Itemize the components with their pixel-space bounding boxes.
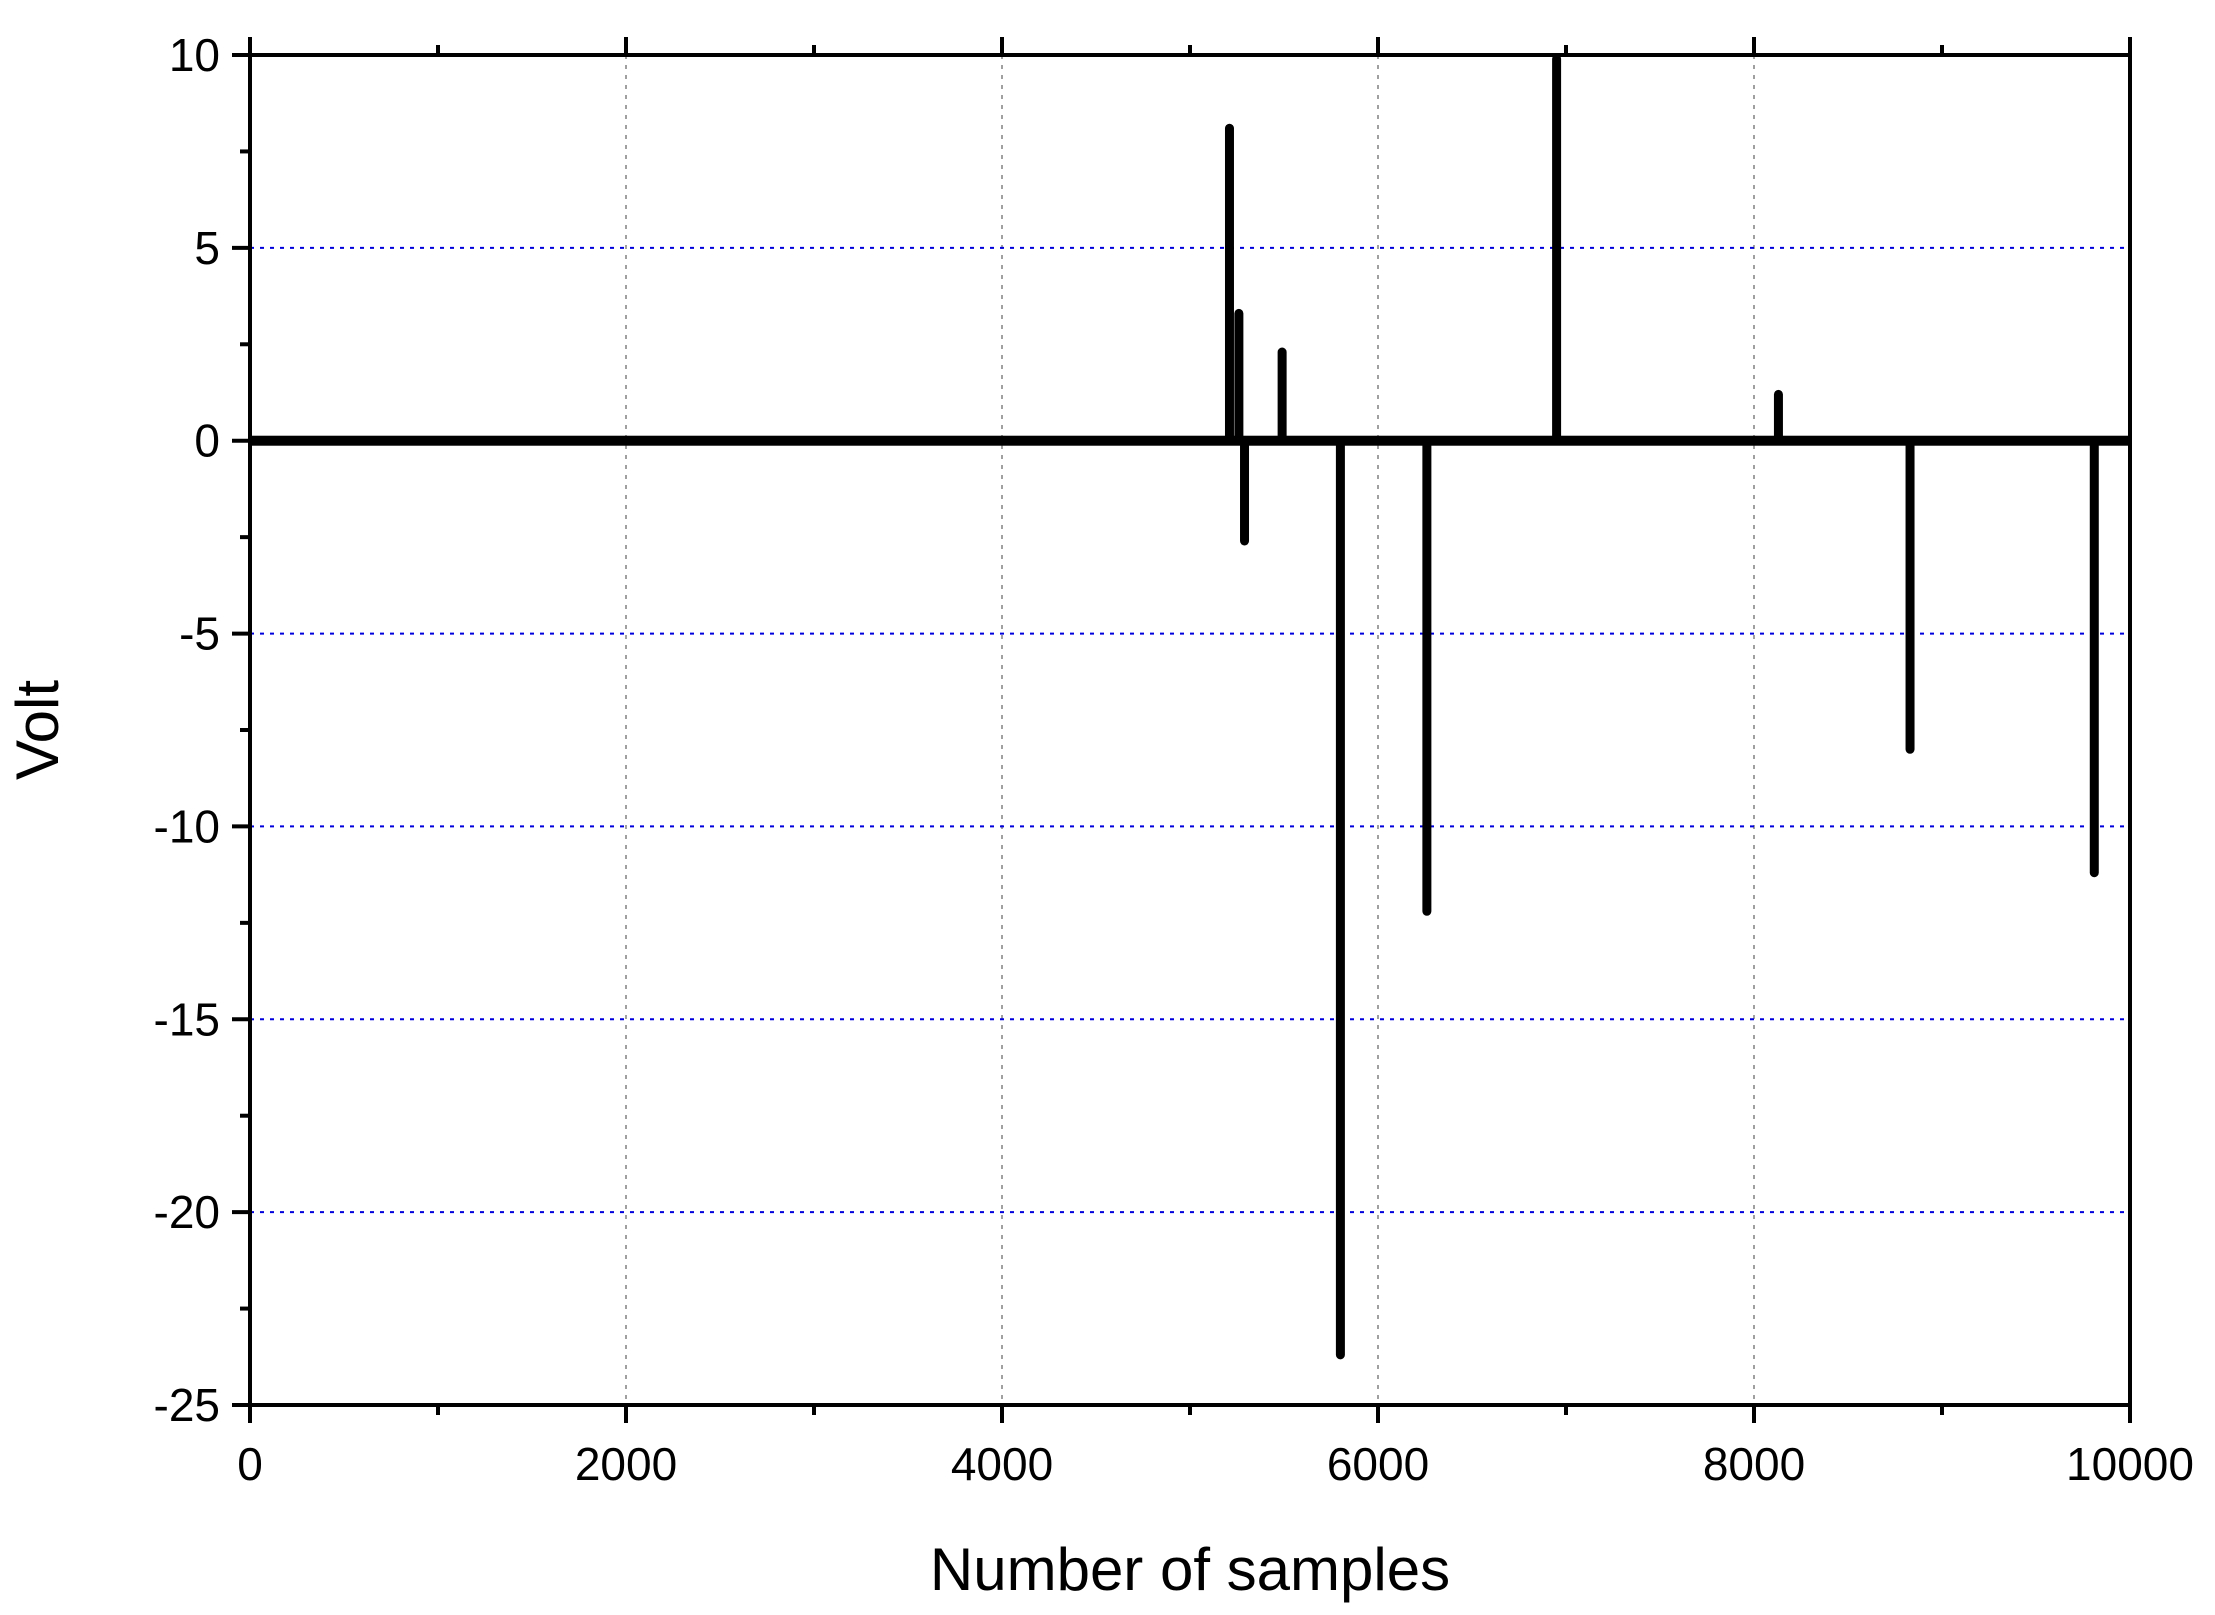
y-tick-label: 0 xyxy=(194,415,220,467)
y-tick-label: 10 xyxy=(169,29,220,81)
y-tick-label: -10 xyxy=(154,800,220,852)
data-layer xyxy=(250,54,2130,1360)
baseline-trace xyxy=(250,435,2130,446)
y-tick-label: -20 xyxy=(154,1186,220,1238)
x-tick-label: 10000 xyxy=(2066,1438,2194,1490)
x-tick-label: 6000 xyxy=(1327,1438,1429,1490)
y-axis-title: Volt xyxy=(4,680,71,780)
y-tick-label: -25 xyxy=(154,1379,220,1431)
x-tick-label: 0 xyxy=(237,1438,263,1490)
x-tick-label: 4000 xyxy=(951,1438,1053,1490)
plot-frame xyxy=(248,53,2132,1407)
x-tick-label: 8000 xyxy=(1703,1438,1805,1490)
y-tick-label: -5 xyxy=(179,608,220,660)
grid-layer xyxy=(250,55,2130,1405)
y-tick-label: 5 xyxy=(194,222,220,274)
x-tick-label: 2000 xyxy=(575,1438,677,1490)
x-axis-title: Number of samples xyxy=(930,1536,1450,1603)
tick-layer: 0 2000 4000 6000 8000 10000 10 5 0 -5 -10 -15 -20 -25 xyxy=(154,29,2194,1490)
y-tick-label: -15 xyxy=(154,993,220,1045)
